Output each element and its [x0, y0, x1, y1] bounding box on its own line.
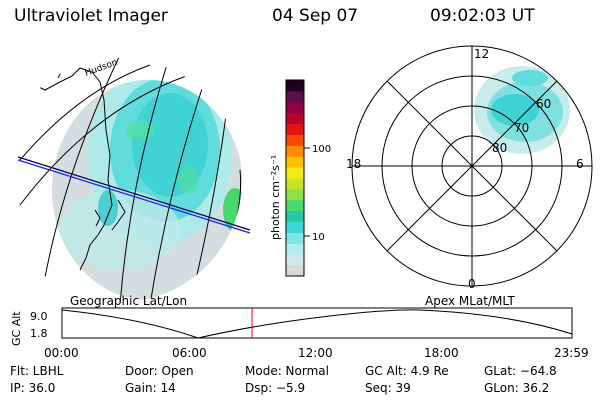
dsp-value: Dsp: −5.9	[245, 381, 306, 395]
satellite-track-outer	[17, 156, 251, 231]
colorbar-tick-10: 10	[312, 232, 325, 243]
alt-tick-1-8: 1.8	[30, 327, 48, 340]
mlat-label-70: 70	[514, 121, 529, 135]
colorbar-swatch	[286, 123, 304, 135]
coastline	[29, 59, 113, 271]
glat-value: GLat: −64.8	[484, 364, 557, 378]
region-label: Hudson	[84, 58, 119, 79]
app-title: Ultraviolet Imager	[14, 6, 168, 26]
altitude-curve	[61, 309, 573, 339]
glon-value: GLon: 36.2	[484, 381, 550, 395]
x-tick-2359: 23:59	[554, 346, 589, 360]
time-label: 09:02:03 UT	[430, 6, 535, 26]
colorbar-swatch	[286, 90, 304, 103]
colorbar-swatch	[286, 199, 304, 212]
colorbar-swatch	[286, 80, 304, 92]
geographic-image: Hudson	[17, 58, 251, 302]
colorbar-swatch	[286, 210, 304, 223]
colorbar-swatches	[286, 80, 304, 277]
colorbar-swatch	[286, 145, 304, 157]
polar-plot: 12 18 6 0 60 70 80	[346, 45, 593, 291]
mlat-label-60: 60	[536, 97, 551, 111]
seq-value: Seq: 39	[365, 381, 411, 395]
colorbar-swatch	[286, 178, 304, 190]
alt-tick-9: 9.0	[30, 310, 48, 323]
altitude-ylabel: GC Alt	[10, 311, 23, 346]
colorbar-swatch	[286, 134, 304, 146]
geo-caption: Geographic Lat/Lon	[70, 294, 188, 308]
colorbar-swatch	[286, 167, 304, 179]
filter-value: Flt: LBHL	[10, 364, 64, 378]
colorbar-unit-label: photon cm⁻²s⁻¹	[269, 155, 282, 240]
auroral-emission	[52, 80, 242, 300]
polar-caption: Apex MLat/MLT	[425, 294, 515, 308]
colorbar-swatch	[286, 101, 304, 114]
altitude-plot: GC Alt 9.0 1.8 00:00 06:00 12:00 18:00 2…	[10, 307, 589, 360]
x-tick-0000: 00:00	[44, 346, 79, 360]
mlt-label-6: 6	[576, 157, 584, 171]
mlt-label-0: 0	[468, 277, 476, 291]
gain-value: Gain: 14	[125, 381, 176, 395]
satellite-track-inner	[17, 159, 251, 234]
gc-alt-value: GC Alt: 4.9 Re	[365, 364, 449, 378]
colorbar-tick-100: 100	[312, 144, 331, 155]
mlt-label-12: 12	[474, 47, 489, 61]
x-tick-1800: 18:00	[424, 346, 459, 360]
colorbar-swatch	[286, 188, 304, 201]
colorbar-swatch	[286, 265, 304, 277]
date-label: 04 Sep 07	[272, 6, 359, 26]
colorbar: 100 10 photon cm⁻²s⁻¹	[269, 79, 331, 277]
colorbar-swatch	[286, 243, 304, 255]
polar-emission	[474, 66, 570, 154]
mlat-label-80: 80	[492, 141, 507, 155]
x-tick-1200: 12:00	[298, 346, 333, 360]
door-value: Door: Open	[125, 364, 194, 378]
x-tick-0600: 06:00	[172, 346, 207, 360]
colorbar-swatch	[286, 254, 304, 266]
ip-value: IP: 36.0	[10, 381, 56, 395]
colorbar-swatch	[286, 112, 304, 125]
mode-value: Mode: Normal	[245, 364, 329, 378]
colorbar-swatch	[286, 221, 304, 233]
polar-grid	[351, 45, 593, 287]
mlt-label-18: 18	[346, 157, 361, 171]
colorbar-swatch	[286, 232, 304, 244]
colorbar-swatch	[286, 156, 304, 168]
